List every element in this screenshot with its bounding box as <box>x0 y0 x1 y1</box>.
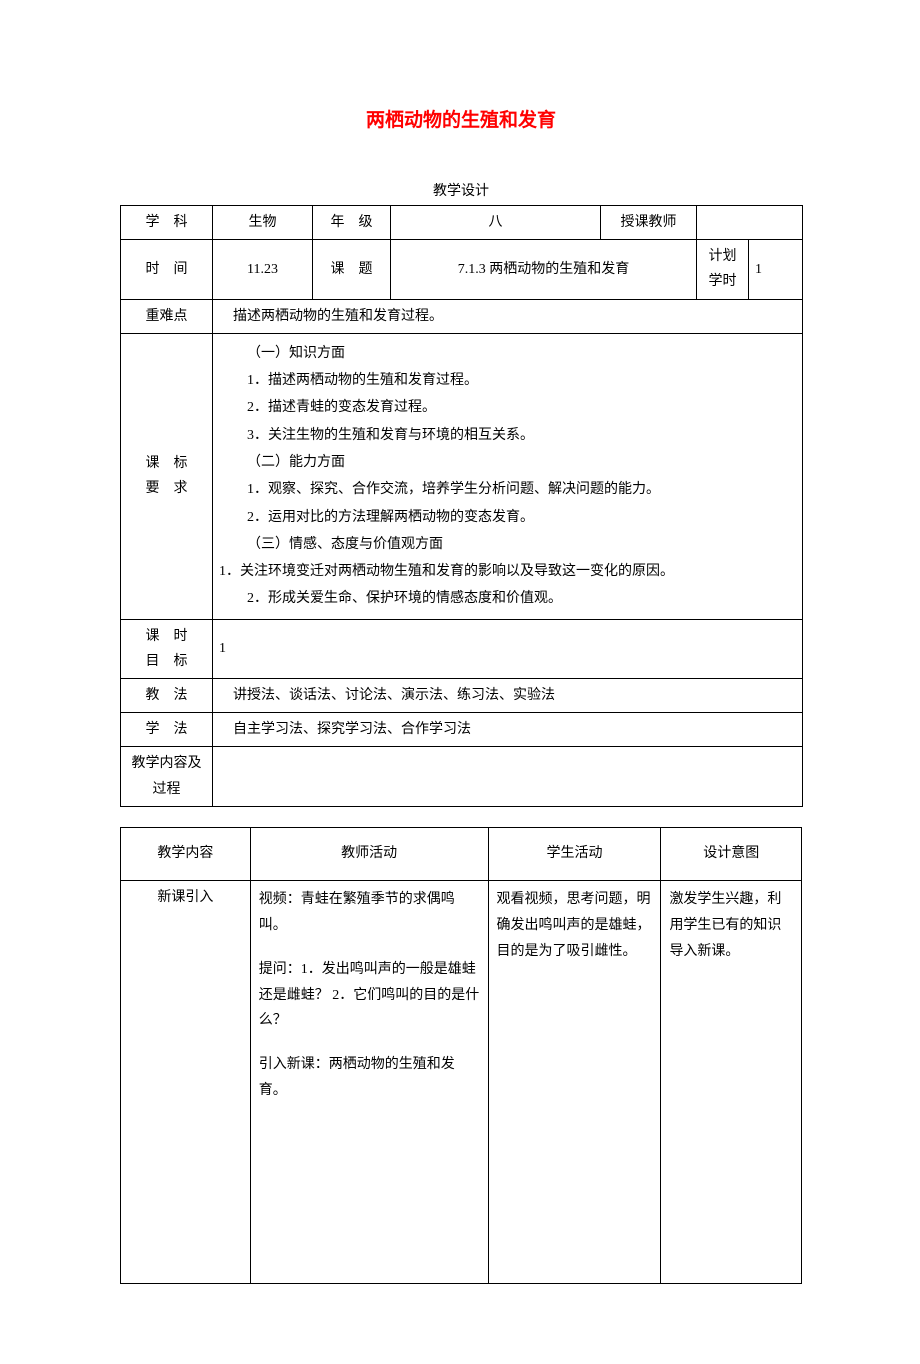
value-period-goal: 1 <box>213 619 803 678</box>
value-content-process <box>213 747 803 806</box>
label-period-goal: 课 时 目 标 <box>121 619 213 678</box>
objective-line: （三）情感、态度与价值观方面 <box>219 531 796 558</box>
value-learn-method: 自主学习法、探究学习法、合作学习法 <box>213 713 803 747</box>
label-teach-method: 教 法 <box>121 679 213 713</box>
objective-line: 2．描述青蛙的变态发育过程。 <box>219 394 796 421</box>
value-topic: 7.1.3 两栖动物的生殖和发育 <box>391 240 697 299</box>
objective-line: （一）知识方面 <box>219 340 796 367</box>
objective-line: 1．描述两栖动物的生殖和发育过程。 <box>219 367 796 394</box>
value-teacher <box>697 206 803 240</box>
label-objectives: 课 标 要 求 <box>121 333 213 619</box>
value-time: 11.23 <box>213 240 313 299</box>
objective-line: 2．运用对比的方法理解两栖动物的变态发育。 <box>219 504 796 531</box>
value-hours: 1 <box>749 240 803 299</box>
label-content-process: 教学内容及过程 <box>121 747 213 806</box>
objective-line: 1．观察、探究、合作交流，培养学生分析问题、解决问题的能力。 <box>219 476 796 503</box>
table-row: 教学内容 教师活动 学生活动 设计意图 <box>121 827 802 880</box>
table-row: 时 间 11.23 课 题 7.1.3 两栖动物的生殖和发育 计划学时 1 <box>121 240 803 299</box>
table-row: 学 法 自主学习法、探究学习法、合作学习法 <box>121 713 803 747</box>
label-keypoints: 重难点 <box>121 299 213 333</box>
document-page: 两栖动物的生殖和发育 教学设计 学 科 生物 年 级 八 授课教师 时 间 11… <box>0 0 920 1364</box>
lesson-plan-table: 学 科 生物 年 级 八 授课教师 时 间 11.23 课 题 7.1.3 两栖… <box>120 205 803 807</box>
table-row: 新课引入 视频：青蛙在繁殖季节的求偶鸣叫。 提问：1．发出鸣叫声的一般是雄蛙还是… <box>121 880 802 1283</box>
teacher-p1: 视频：青蛙在繁殖季节的求偶鸣叫。 <box>259 887 480 939</box>
objective-line: 1．关注环境变迁对两栖动物生殖和发育的影响以及导致这一变化的原因。 <box>219 558 796 585</box>
table-row: 课 标 要 求 （一）知识方面 1．描述两栖动物的生殖和发育过程。 2．描述青蛙… <box>121 333 803 619</box>
value-grade: 八 <box>391 206 601 240</box>
value-subject: 生物 <box>213 206 313 240</box>
table-row: 教 法 讲授法、谈话法、讨论法、演示法、练习法、实验法 <box>121 679 803 713</box>
table-row: 课 时 目 标 1 <box>121 619 803 678</box>
label-time: 时 间 <box>121 240 213 299</box>
teacher-p3: 引入新课：两栖动物的生殖和发育。 <box>259 1052 480 1104</box>
cell-content: 新课引入 <box>121 880 251 1283</box>
value-keypoints: 描述两栖动物的生殖和发育过程。 <box>213 299 803 333</box>
objective-line: 2．形成关爱生命、保护环境的情感态度和价值观。 <box>219 585 796 612</box>
objective-line: 3．关注生物的生殖和发育与环境的相互关系。 <box>219 422 796 449</box>
header-teacher: 教师活动 <box>250 827 488 880</box>
header-intent: 设计意图 <box>661 827 802 880</box>
cell-teacher: 视频：青蛙在繁殖季节的求偶鸣叫。 提问：1．发出鸣叫声的一般是雄蛙还是雌蛙？ 2… <box>250 880 488 1283</box>
label-subject: 学 科 <box>121 206 213 240</box>
label-grade: 年 级 <box>313 206 391 240</box>
table-row: 教学内容及过程 <box>121 747 803 806</box>
header-student: 学生活动 <box>488 827 661 880</box>
page-title: 两栖动物的生殖和发育 <box>120 105 802 132</box>
header-content: 教学内容 <box>121 827 251 880</box>
value-teach-method: 讲授法、谈话法、讨论法、演示法、练习法、实验法 <box>213 679 803 713</box>
table-row: 重难点 描述两栖动物的生殖和发育过程。 <box>121 299 803 333</box>
label-learn-method: 学 法 <box>121 713 213 747</box>
label-hours: 计划学时 <box>697 240 749 299</box>
objective-line: （二）能力方面 <box>219 449 796 476</box>
page-subtitle: 教学设计 <box>120 180 802 200</box>
label-teacher: 授课教师 <box>601 206 697 240</box>
teacher-p2: 提问：1．发出鸣叫声的一般是雄蛙还是雌蛙？ 2．它们鸣叫的目的是什么？ <box>259 957 480 1035</box>
cell-student: 观看视频，思考问题，明确发出鸣叫声的是雄蛙，目的是为了吸引雌性。 <box>488 880 661 1283</box>
label-topic: 课 题 <box>313 240 391 299</box>
table-row: 学 科 生物 年 级 八 授课教师 <box>121 206 803 240</box>
value-objectives: （一）知识方面 1．描述两栖动物的生殖和发育过程。 2．描述青蛙的变态发育过程。… <box>213 333 803 619</box>
cell-intent: 激发学生兴趣，利用学生已有的知识导入新课。 <box>661 880 802 1283</box>
activity-table: 教学内容 教师活动 学生活动 设计意图 新课引入 视频：青蛙在繁殖季节的求偶鸣叫… <box>120 827 802 1284</box>
